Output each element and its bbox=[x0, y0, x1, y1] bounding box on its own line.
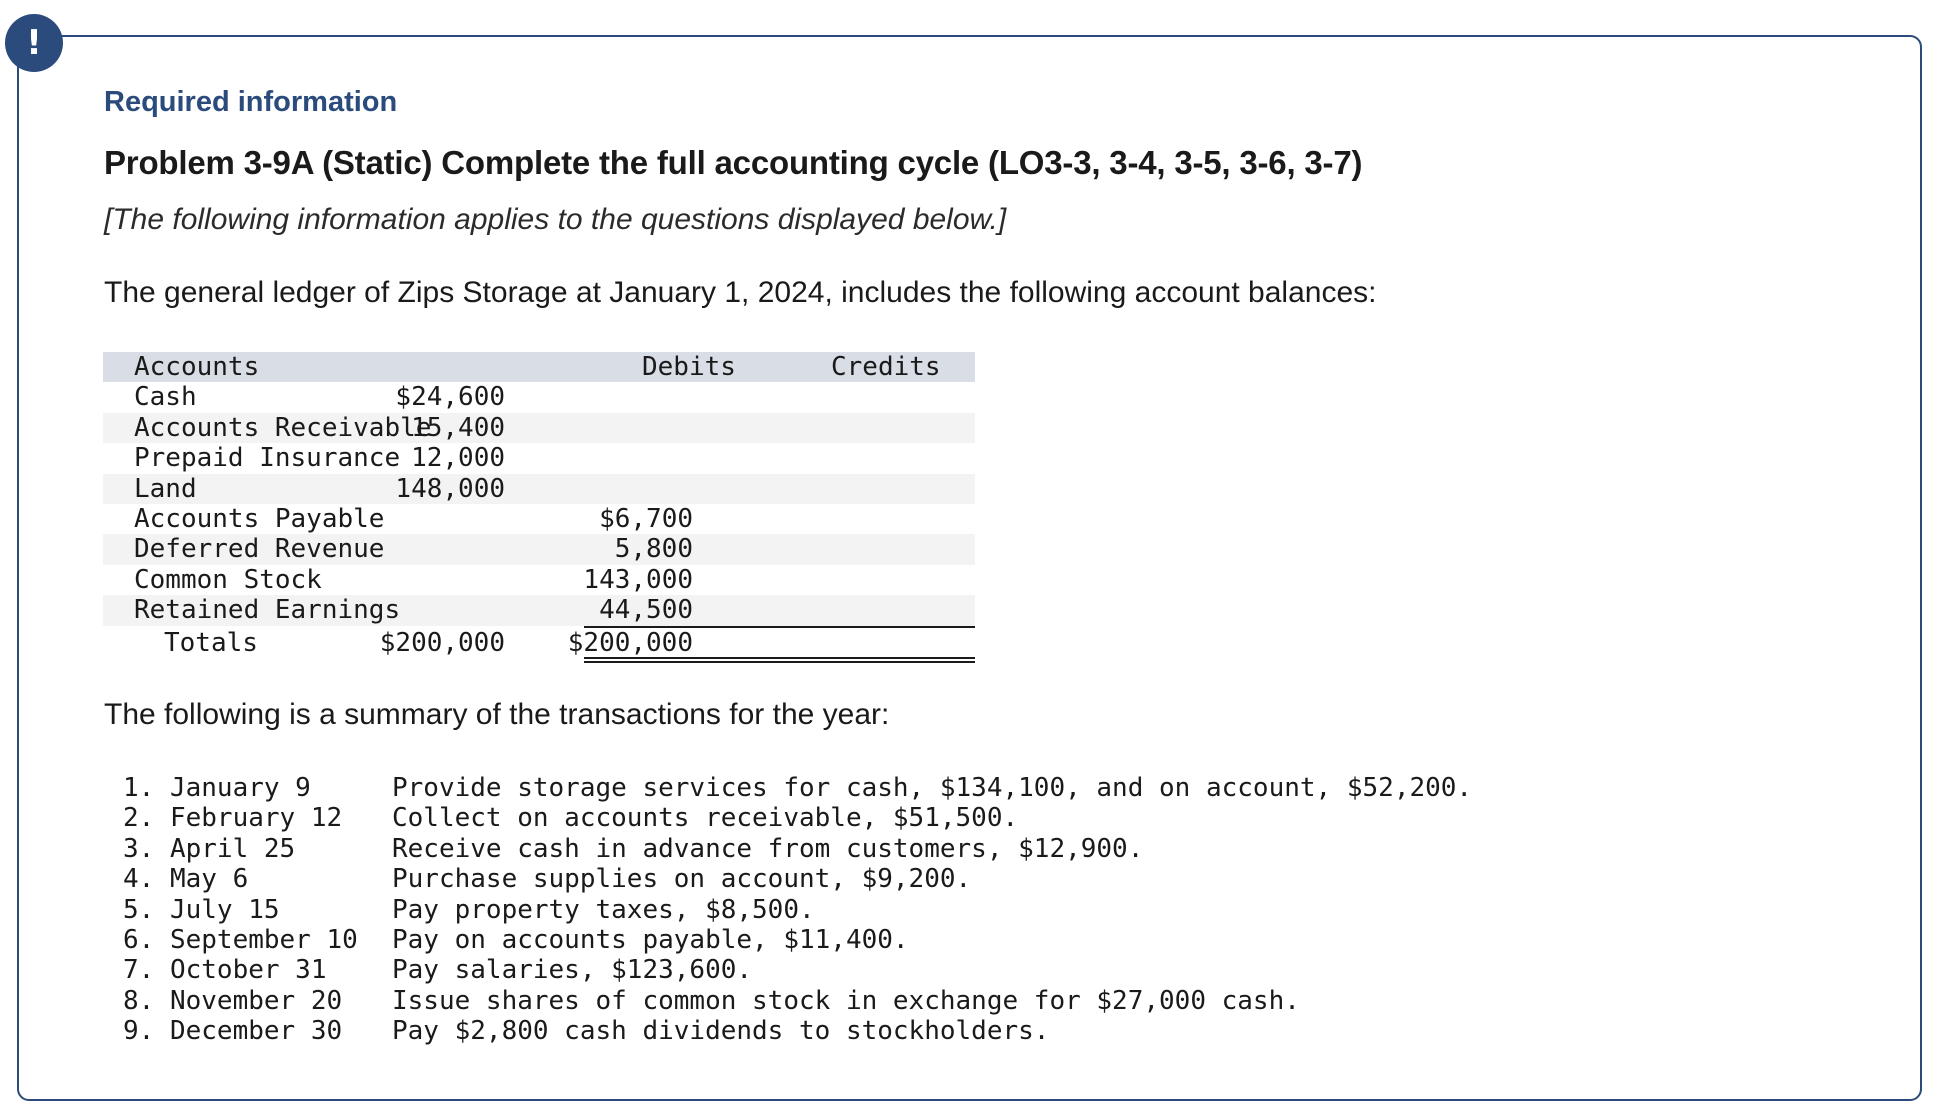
totals-double-rule-1 bbox=[584, 656, 975, 659]
transaction-description: Pay property taxes, $8,500. bbox=[392, 894, 815, 925]
ledger-account-cell: Accounts Receivable bbox=[134, 412, 432, 443]
required-info-heading: Required information bbox=[104, 86, 398, 118]
ledger-account-cell: Retained Earnings bbox=[134, 595, 401, 626]
ledger-row: Accounts Receivable 15,400 bbox=[103, 412, 975, 444]
problem-title: Problem 3-9A (Static) Complete the full … bbox=[104, 144, 1363, 181]
ledger-row: Cash $24,600 bbox=[103, 382, 975, 412]
ledger-debit-cell: 12,000 bbox=[411, 443, 505, 474]
transaction-date: 1. January 9 bbox=[123, 773, 311, 803]
ledger-row: Land 148,000 bbox=[103, 473, 975, 504]
ledger-account-cell: Land bbox=[134, 473, 197, 504]
transaction-description: Pay on accounts payable, $11,400. bbox=[392, 924, 909, 955]
ledger-account-cell: Prepaid Insurance bbox=[134, 443, 401, 474]
transaction-date: 2. February 12 bbox=[123, 803, 343, 834]
ledger-debit-cell: 15,400 bbox=[411, 412, 505, 443]
ledger-account-cell: Deferred Revenue bbox=[134, 534, 385, 565]
ledger-account-cell: Common Stock bbox=[134, 564, 322, 595]
transaction-date: 8. November 20 bbox=[123, 985, 343, 1016]
transaction-date: 7. October 31 bbox=[123, 955, 327, 986]
ledger-credit-cell: $6,700 bbox=[599, 503, 693, 534]
intro-text: The general ledger of Zips Storage at Ja… bbox=[104, 276, 1377, 309]
totals-label: Totals bbox=[164, 627, 258, 658]
ledger-row: Retained Earnings 44,500 bbox=[103, 595, 975, 626]
header-debits: Debits bbox=[642, 352, 736, 382]
ledger-header-row: Accounts Debits Credits bbox=[103, 352, 975, 383]
ledger-debit-cell: 148,000 bbox=[395, 473, 505, 504]
ledger-row: Accounts Payable $6,700 bbox=[103, 504, 975, 534]
totals-top-rule bbox=[584, 625, 975, 628]
ledger-totals-row: Totals $200,000 $200,000 bbox=[103, 625, 975, 663]
transaction-description: Purchase supplies on account, $9,200. bbox=[392, 864, 972, 895]
transaction-date: 9. December 30 bbox=[123, 1016, 343, 1047]
ledger-row: Prepaid Insurance 12,000 bbox=[103, 443, 975, 473]
transaction-description: Collect on accounts receivable, $51,500. bbox=[392, 803, 1019, 834]
ledger-table: Accounts Debits Credits Cash $24,600 Accou… bbox=[103, 352, 975, 663]
transaction-description: Issue shares of common stock in exchange… bbox=[392, 985, 1300, 1016]
alert-icon: ! bbox=[5, 14, 63, 72]
transaction-description: Provide storage services for cash, $134,… bbox=[392, 773, 1473, 803]
ledger-account-cell: Accounts Payable bbox=[134, 503, 385, 534]
header-credits: Credits bbox=[831, 352, 941, 382]
transaction-date: 3. April 25 bbox=[123, 833, 296, 864]
transaction-description: Pay $2,800 cash dividends to stockholder… bbox=[392, 1016, 1050, 1047]
ledger-debit-cell: $24,600 bbox=[395, 382, 505, 413]
transaction-date: 4. May 6 bbox=[123, 864, 249, 895]
totals-double-rule-2 bbox=[584, 660, 975, 663]
transaction-date: 6. September 10 bbox=[123, 924, 358, 955]
info-note: [The following information applies to th… bbox=[104, 203, 1007, 236]
ledger-credit-cell: 143,000 bbox=[583, 564, 693, 595]
header-accounts: Accounts bbox=[134, 352, 260, 382]
ledger-credit-cell: 44,500 bbox=[599, 595, 693, 626]
totals-credit: $200,000 bbox=[567, 627, 693, 658]
totals-debit: $200,000 bbox=[379, 627, 505, 658]
required-info-card bbox=[17, 35, 1922, 1101]
transaction-description: Pay salaries, $123,600. bbox=[392, 955, 753, 986]
summary-text: The following is a summary of the transa… bbox=[104, 698, 890, 731]
ledger-row: Common Stock 143,000 bbox=[103, 565, 975, 595]
ledger-credit-cell: 5,800 bbox=[614, 534, 693, 565]
ledger-row: Deferred Revenue 5,800 bbox=[103, 534, 975, 565]
ledger-account-cell: Cash bbox=[134, 382, 197, 413]
transaction-description: Receive cash in advance from customers, … bbox=[392, 833, 1144, 864]
transaction-date: 5. July 15 bbox=[123, 894, 280, 925]
